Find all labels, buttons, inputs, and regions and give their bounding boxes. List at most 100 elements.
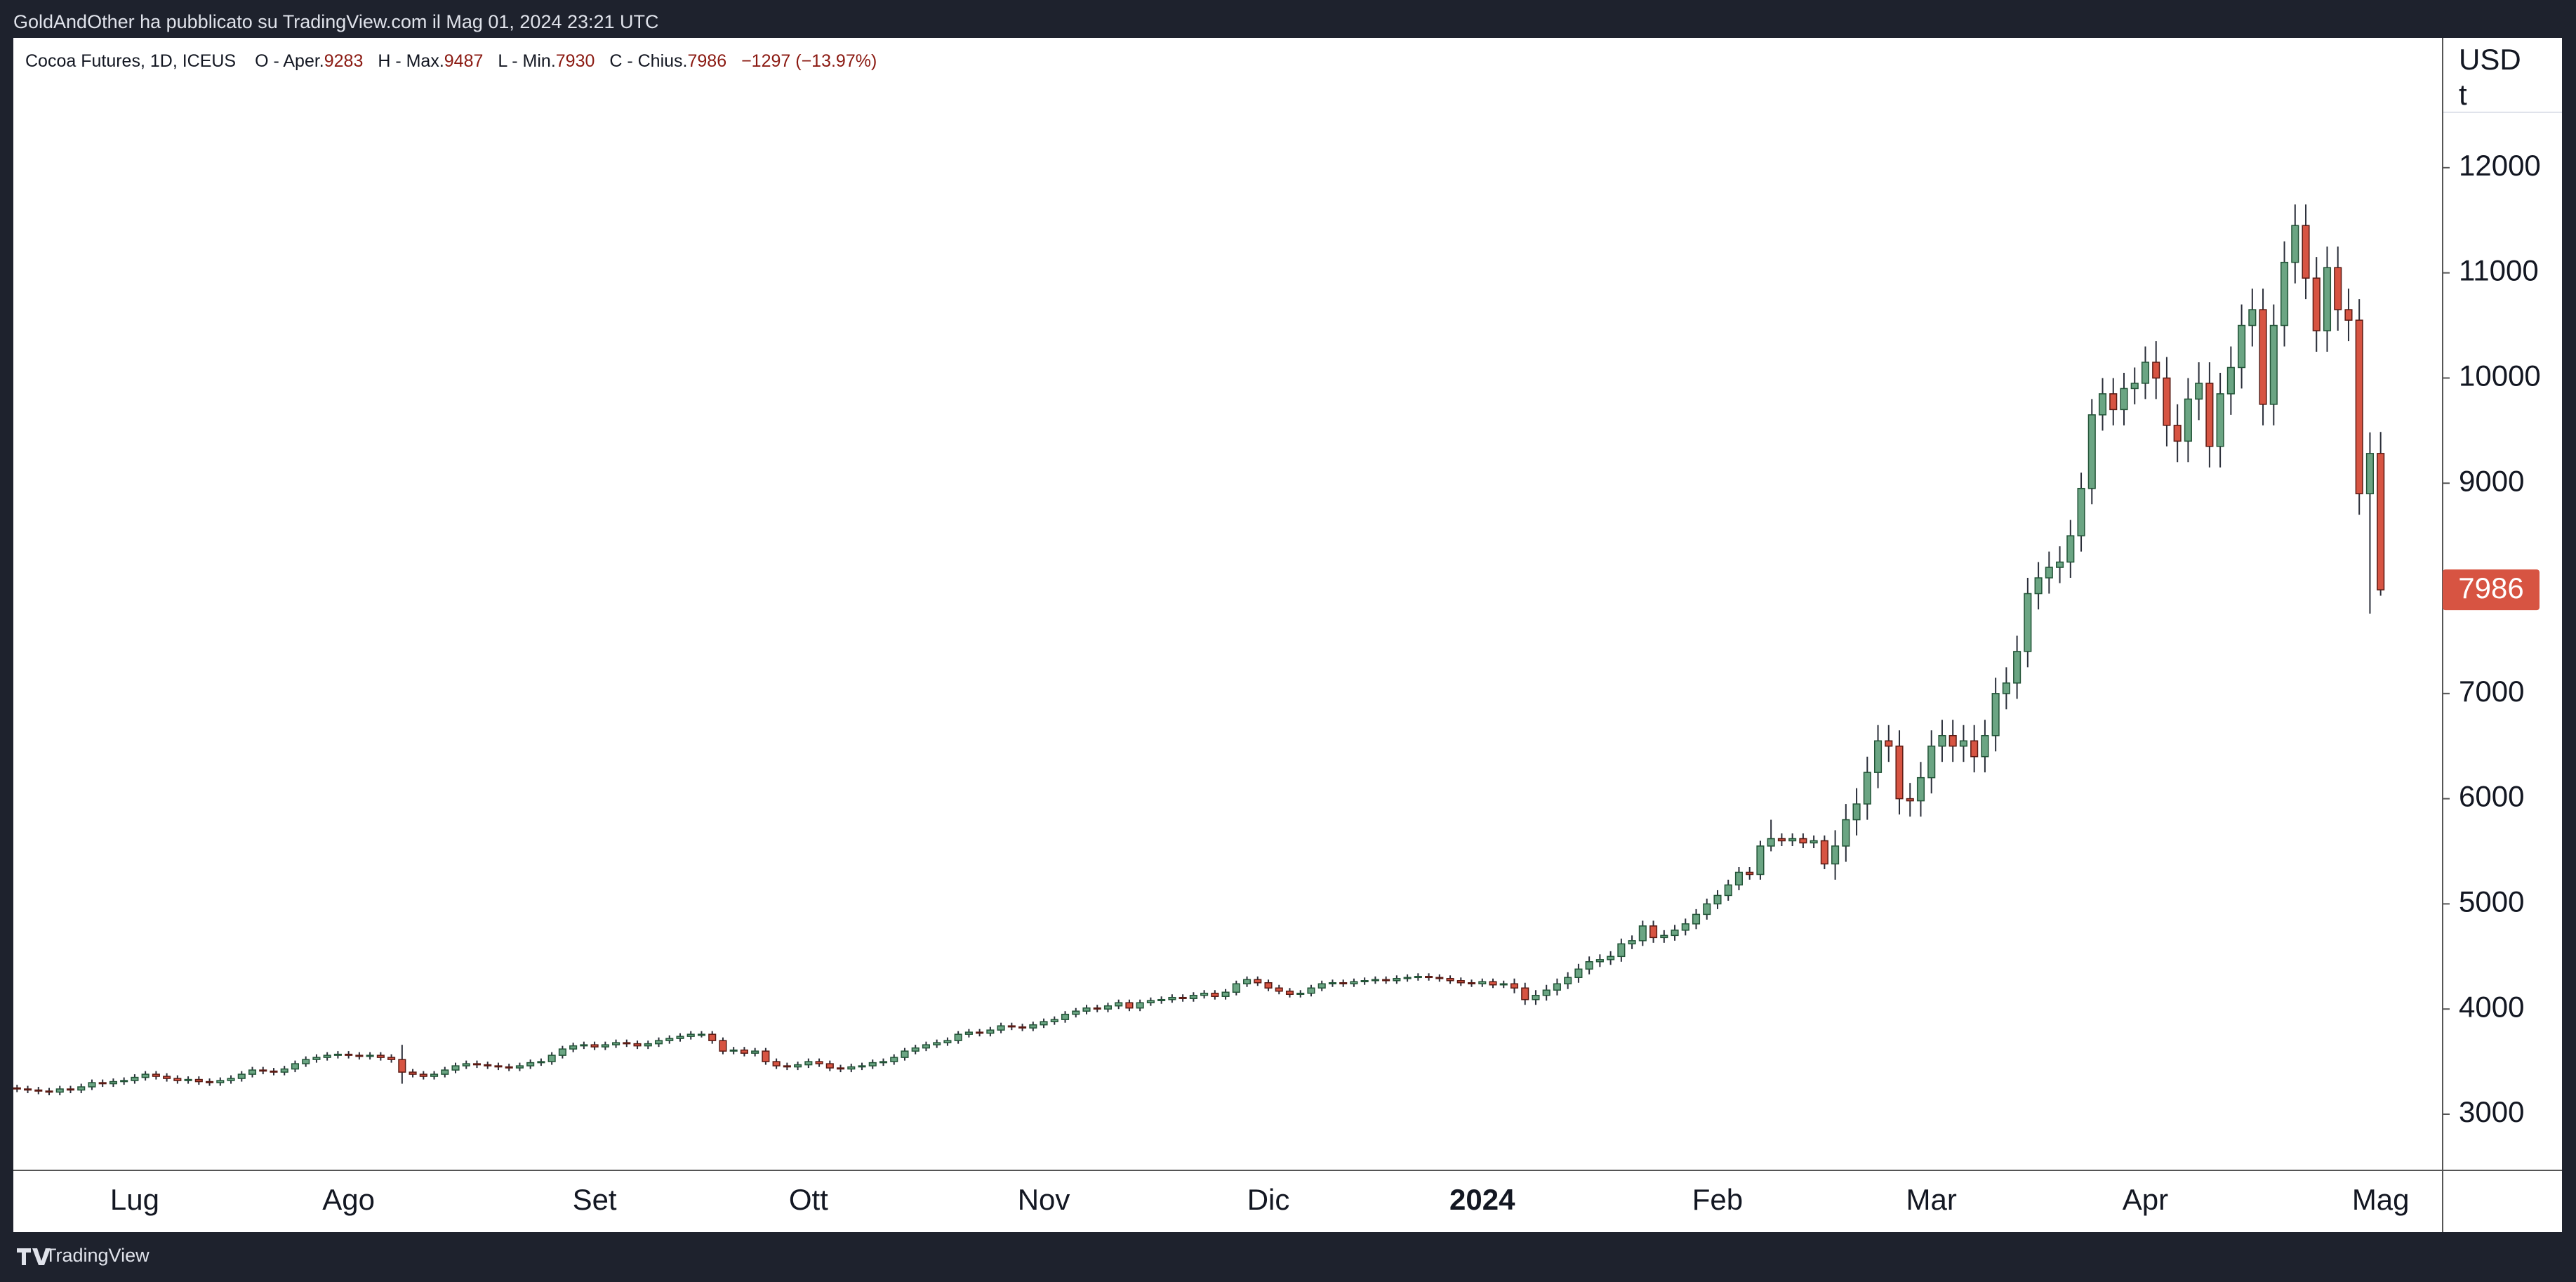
candle-body <box>2077 487 2085 536</box>
candle-body <box>98 1082 107 1085</box>
candle-body <box>1103 1005 1113 1010</box>
candle-body <box>1179 996 1187 999</box>
candle-body <box>1542 989 1551 996</box>
candle-body <box>1360 980 1369 983</box>
currency-label: USD <box>2459 43 2521 76</box>
candle-body <box>1146 1000 1155 1003</box>
ohlc-label: C - Chius. <box>609 51 687 71</box>
candle-body <box>922 1044 930 1049</box>
candle-body <box>2109 393 2118 411</box>
y-tick-label: 5000 <box>2459 885 2524 918</box>
candle-body <box>1585 961 1593 970</box>
x-tick-label: Lug <box>110 1183 159 1216</box>
candle-body <box>804 1061 813 1066</box>
candle-body <box>1254 979 1262 984</box>
candle-body <box>794 1064 802 1068</box>
candle-body <box>783 1065 791 1068</box>
candle-body <box>1435 977 1444 979</box>
candle-body <box>280 1068 288 1073</box>
y-tick-label: 10000 <box>2459 359 2541 392</box>
candle-body <box>1595 959 1604 963</box>
candle-body <box>2152 362 2160 379</box>
candle-body <box>291 1063 300 1070</box>
candle-body <box>2034 577 2043 595</box>
candle-body <box>120 1080 128 1083</box>
candle-body <box>1788 838 1797 842</box>
candle-body <box>868 1062 877 1066</box>
x-tick-label: Dic <box>1247 1183 1290 1216</box>
candle-body <box>1842 819 1850 847</box>
candle-body <box>2280 261 2289 326</box>
candle-body <box>1863 772 1871 805</box>
candle-body <box>1296 992 1305 995</box>
candle-body <box>1393 978 1401 982</box>
y-tick-label: 6000 <box>2459 780 2524 813</box>
candle-body <box>237 1073 246 1079</box>
candle-body <box>2334 267 2342 310</box>
candle-body <box>2355 319 2363 494</box>
candle-body <box>1607 956 1615 960</box>
candle-body <box>633 1043 642 1047</box>
candle-body <box>419 1073 427 1077</box>
candle-body <box>194 1078 203 1083</box>
candle-body <box>1446 978 1454 982</box>
candle-body <box>1168 996 1176 1000</box>
candle-body <box>45 1090 53 1093</box>
candle-body <box>836 1067 845 1070</box>
candle-body <box>484 1064 492 1066</box>
candle-body <box>911 1047 919 1052</box>
candle-body <box>184 1078 192 1081</box>
x-tick-label: Feb <box>1692 1183 1743 1216</box>
candle-body <box>1959 740 1967 747</box>
candle-body <box>13 1087 21 1090</box>
candle-body <box>1521 987 1529 1000</box>
candle-body <box>644 1043 652 1047</box>
candle-body <box>1317 983 1326 989</box>
candle-body <box>2291 225 2299 263</box>
candle-body <box>1532 994 1540 1000</box>
candle-body <box>558 1048 566 1056</box>
candle-body <box>1050 1019 1058 1022</box>
candle-body <box>933 1042 941 1045</box>
candle-body <box>1382 979 1390 982</box>
candle-body <box>1029 1024 1037 1029</box>
candle-body <box>1275 987 1283 992</box>
candle-body <box>23 1088 32 1091</box>
candle-body <box>2002 682 2010 694</box>
candle-body <box>1564 977 1572 985</box>
candle-body <box>1200 992 1209 996</box>
candle-body <box>472 1063 482 1066</box>
y-tick-label: 9000 <box>2459 464 2524 497</box>
candle-body <box>623 1042 631 1045</box>
candle-body <box>2259 309 2267 405</box>
candle-body <box>1734 871 1744 886</box>
candle-body <box>2120 388 2128 411</box>
candle-body <box>569 1045 578 1050</box>
candle-body <box>1724 884 1732 897</box>
candle-body <box>526 1062 535 1066</box>
unit-label: t <box>2459 78 2467 111</box>
candle-body <box>1638 925 1647 941</box>
candle-body <box>1285 990 1294 995</box>
ohlc-label: L - Min. <box>498 51 555 71</box>
candle-body <box>1007 1025 1016 1028</box>
candle-body <box>1467 982 1476 985</box>
candle-body <box>901 1050 909 1058</box>
candle-body <box>708 1033 717 1041</box>
y-tick-label: 12000 <box>2459 149 2541 182</box>
candle-body <box>1927 745 1936 779</box>
chart-area <box>13 38 2562 1232</box>
candle-body <box>2323 267 2332 331</box>
candle-body <box>2344 309 2353 321</box>
candle-body <box>2045 567 2053 579</box>
candle-body <box>55 1088 64 1093</box>
candle-body <box>1489 981 1497 986</box>
candle-body <box>879 1061 888 1064</box>
candle-body <box>2184 398 2192 442</box>
candle-body <box>2013 651 2021 684</box>
candle-body <box>109 1081 117 1085</box>
candle-body <box>1425 976 1433 979</box>
candle-body <box>740 1049 748 1054</box>
candle-body <box>1221 991 1230 997</box>
